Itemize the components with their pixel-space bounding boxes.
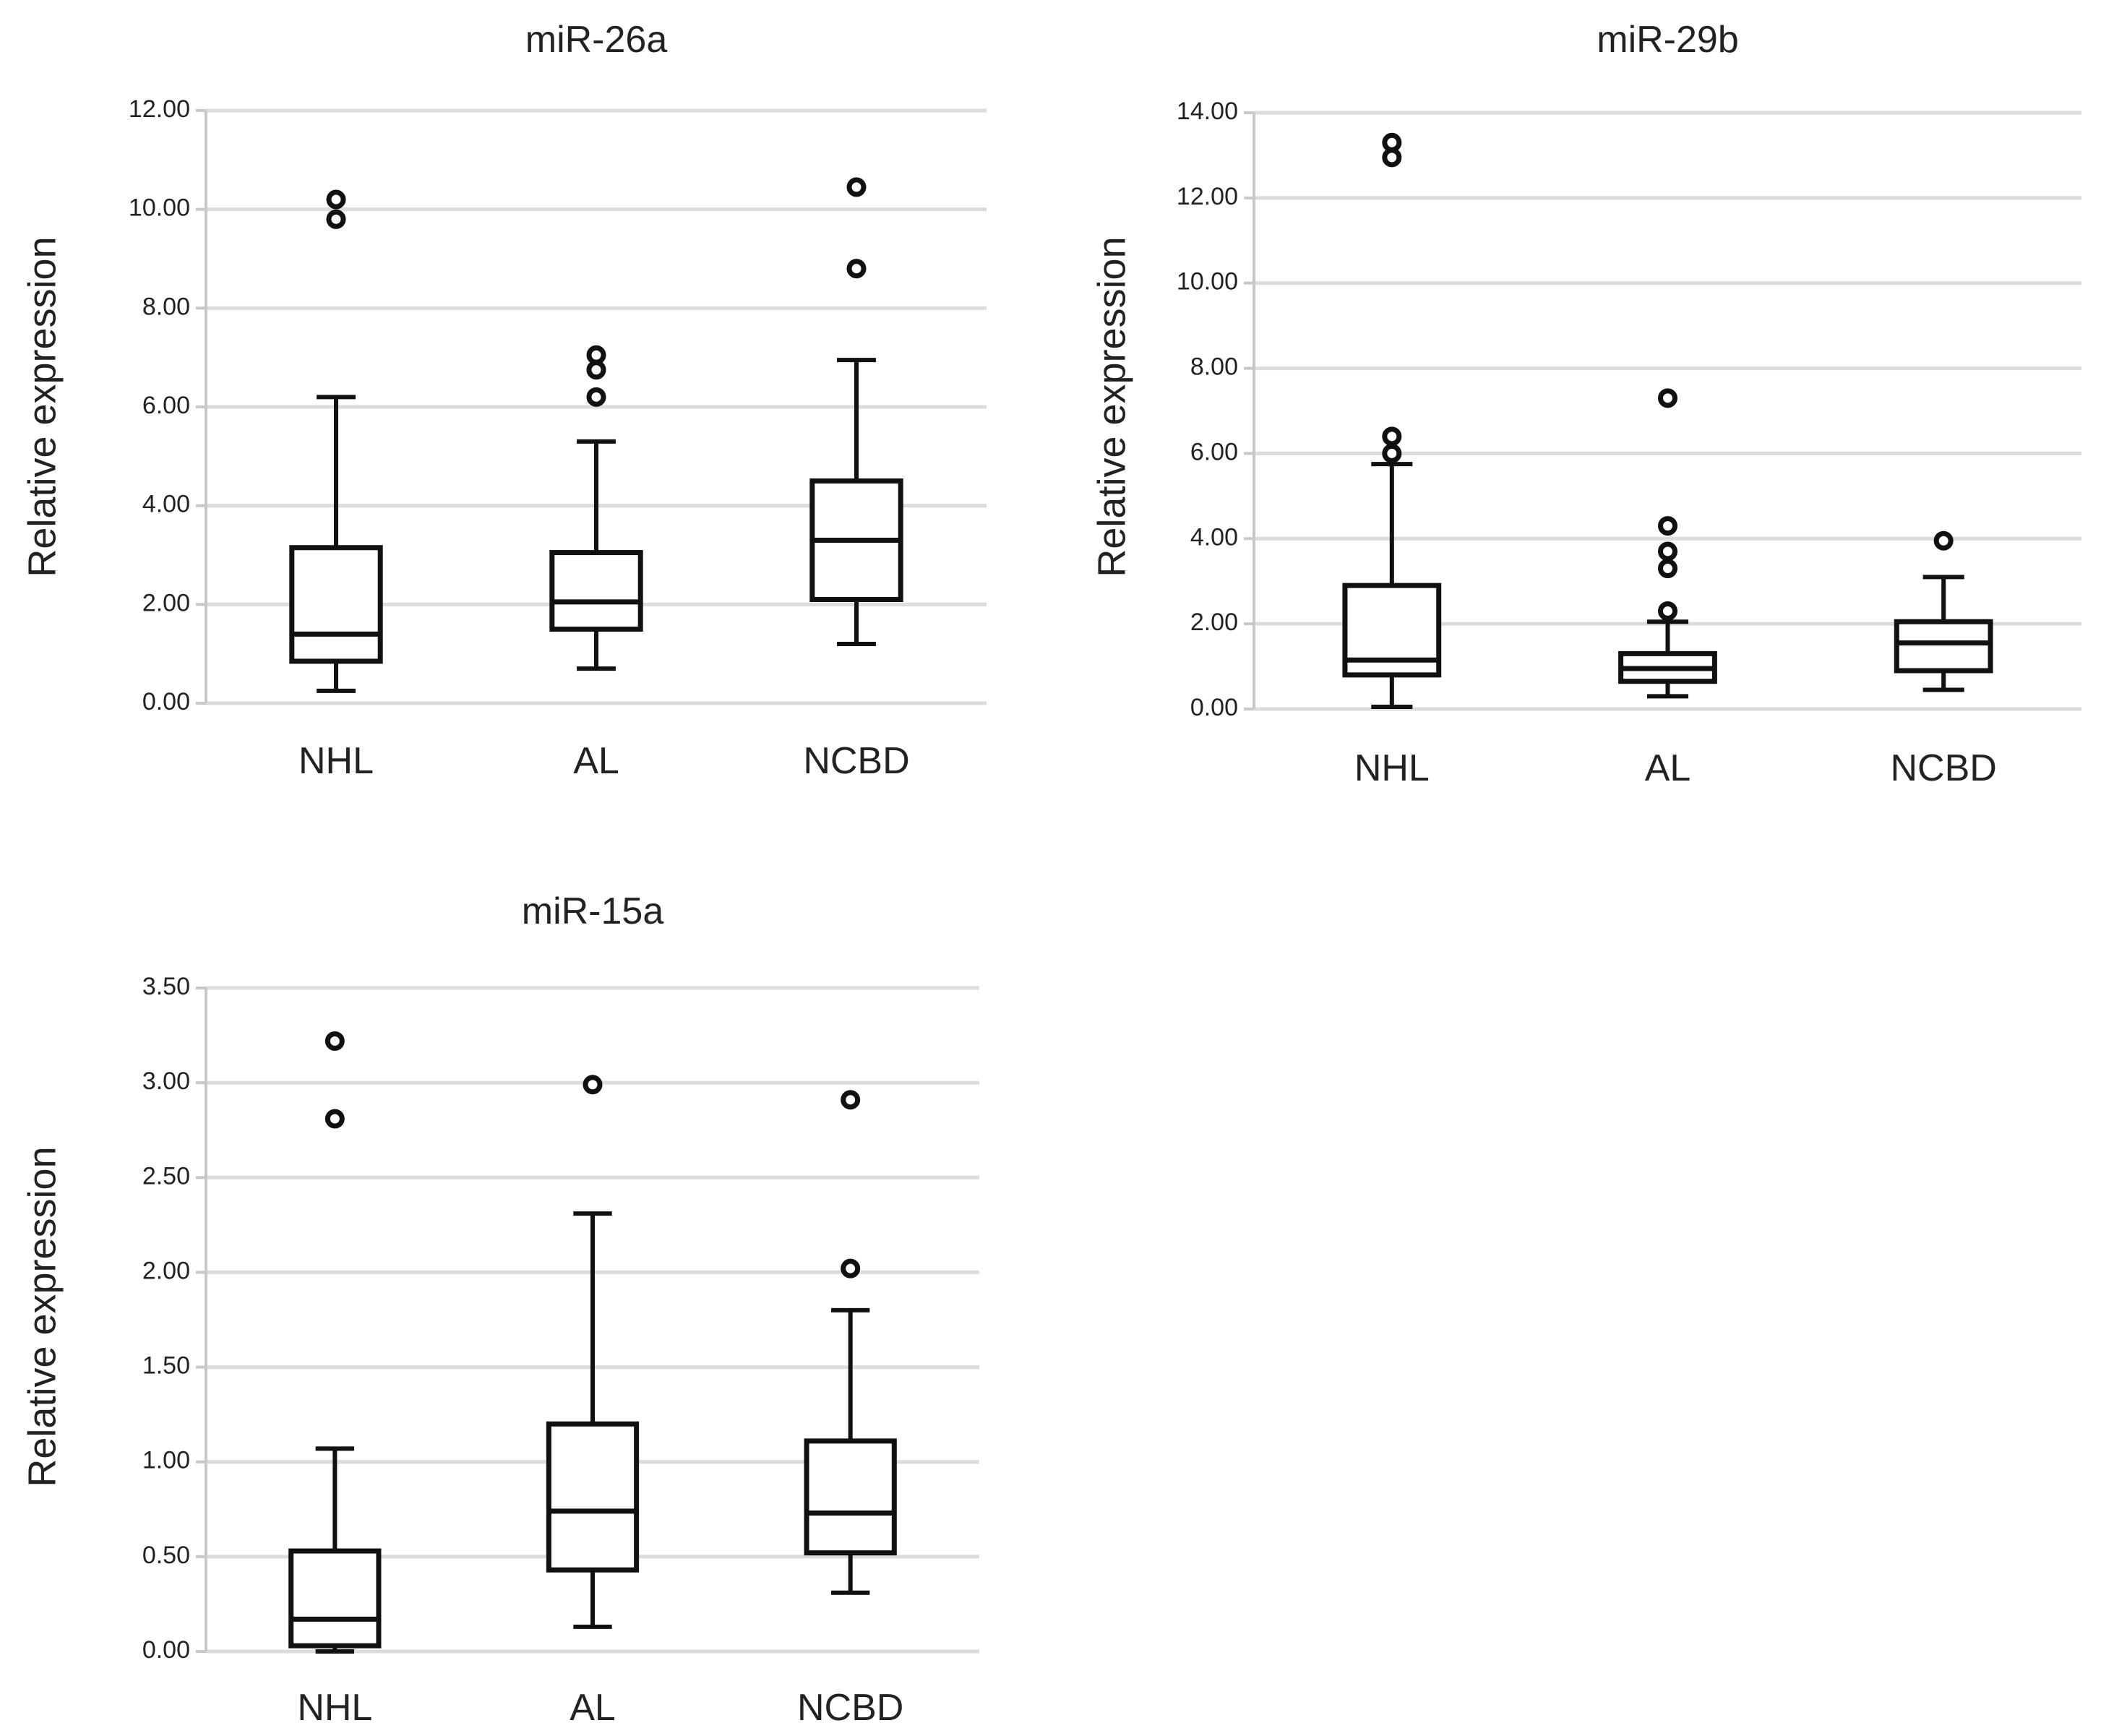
outlier-point: [1382, 426, 1402, 447]
chart-mir-26a: miR-26a Relative expression 0.00 2.00 4.00 6.…: [0, 0, 1041, 809]
y-tick-label: 6.00: [142, 392, 190, 419]
x-tick-label: NCBD: [803, 740, 909, 782]
chart-title: miR-26a: [525, 19, 668, 61]
chart-mir-29b: miR-29b Relative expression 0.00 2.00 4.00 6.…: [1070, 0, 2101, 809]
box-ncbd: [809, 177, 903, 646]
y-tick-label: 0.00: [1190, 694, 1238, 721]
box-al: [546, 1075, 640, 1629]
y-tick-label: 8.00: [1190, 353, 1238, 381]
box-ncbd: [1894, 530, 1993, 692]
outlier-point: [1658, 559, 1677, 579]
y-tick-label: 0.50: [142, 1542, 190, 1569]
chart-svg: miR-15a Relative expression 0.00 0.50 1.00 1.…: [20, 890, 979, 1729]
y-tick-label: 2.50: [142, 1162, 190, 1190]
chart-title: miR-29b: [1597, 19, 1739, 61]
y-axis-label: Relative expression: [20, 236, 64, 577]
y-axis-label: Relative expression: [1090, 236, 1133, 577]
x-tick-label: AL: [1645, 747, 1691, 789]
iqr-box: [546, 1421, 640, 1573]
chart-svg: miR-26a Relative expression 0.00 2.00 4.00 6.…: [20, 19, 987, 782]
outlier-point: [1658, 516, 1677, 536]
x-tick-label: NHL: [1354, 747, 1430, 789]
y-tick-label: 1.50: [142, 1352, 190, 1380]
box-nhl: [289, 189, 383, 693]
iqr-box: [1894, 619, 1993, 674]
box-nhl: [288, 1031, 382, 1654]
outlier-point: [1933, 530, 1954, 551]
x-tick-label: AL: [570, 1687, 616, 1729]
y-tick-label: 2.00: [142, 589, 190, 616]
y-tick-label: 12.00: [1177, 183, 1238, 210]
outlier-point: [586, 387, 606, 407]
outlier-point: [1658, 541, 1677, 562]
y-axis-label: Relative expression: [20, 1146, 64, 1487]
y-tick-label: 12.00: [129, 95, 190, 123]
outlier-point: [325, 1109, 345, 1129]
x-tick-label: NHL: [297, 1687, 372, 1729]
chart-title: miR-15a: [522, 890, 664, 932]
outlier-point: [841, 1090, 861, 1110]
iqr-box: [289, 545, 383, 664]
x-tick-label: NCBD: [1890, 747, 1996, 789]
x-tick-label: AL: [573, 740, 619, 782]
y-tick-label: 14.00: [1177, 98, 1238, 125]
outlier-point: [846, 259, 867, 279]
y-tick-label: 2.00: [1190, 609, 1238, 636]
y-tick-label: 2.00: [142, 1257, 190, 1284]
outlier-point: [1382, 147, 1402, 168]
y-tick-label: 6.00: [1190, 438, 1238, 465]
box-ncbd: [804, 1090, 897, 1595]
outlier-point: [583, 1075, 603, 1095]
outlier-point: [1382, 443, 1402, 463]
y-tick-label: 0.00: [142, 688, 190, 716]
y-tick-label: 1.00: [142, 1447, 190, 1474]
y-tick-label: 0.00: [142, 1636, 190, 1664]
y-tick-label: 8.00: [142, 293, 190, 320]
outlier-point: [841, 1258, 861, 1279]
y-tick-label: 3.00: [142, 1067, 190, 1095]
iqr-box: [288, 1548, 382, 1649]
iqr-box: [549, 550, 643, 632]
chart-mir-15a: miR-15a Relative expression 0.00 0.50 1.00 1.…: [0, 875, 1041, 1732]
outlier-point: [1658, 388, 1677, 408]
x-tick-label: NCBD: [797, 1687, 903, 1729]
y-tick-label: 3.50: [142, 973, 190, 1000]
outlier-point: [586, 345, 606, 365]
outlier-point: [326, 209, 346, 229]
box-al: [1618, 388, 1717, 699]
outlier-point: [1658, 601, 1677, 621]
iqr-box: [804, 1438, 897, 1556]
y-tick-label: 4.00: [1190, 523, 1238, 551]
y-tick-label: 10.00: [129, 194, 190, 222]
chart-svg: miR-29b Relative expression 0.00 2.00 4.00 6.…: [1090, 19, 2081, 789]
box-al: [549, 345, 643, 671]
outlier-point: [325, 1031, 345, 1051]
outlier-point: [1382, 132, 1402, 152]
x-tick-label: NHL: [298, 740, 374, 782]
y-tick-label: 10.00: [1177, 268, 1238, 296]
outlier-point: [326, 189, 346, 210]
outlier-point: [846, 177, 867, 197]
box-nhl: [1342, 132, 1442, 710]
y-tick-label: 4.00: [142, 491, 190, 518]
